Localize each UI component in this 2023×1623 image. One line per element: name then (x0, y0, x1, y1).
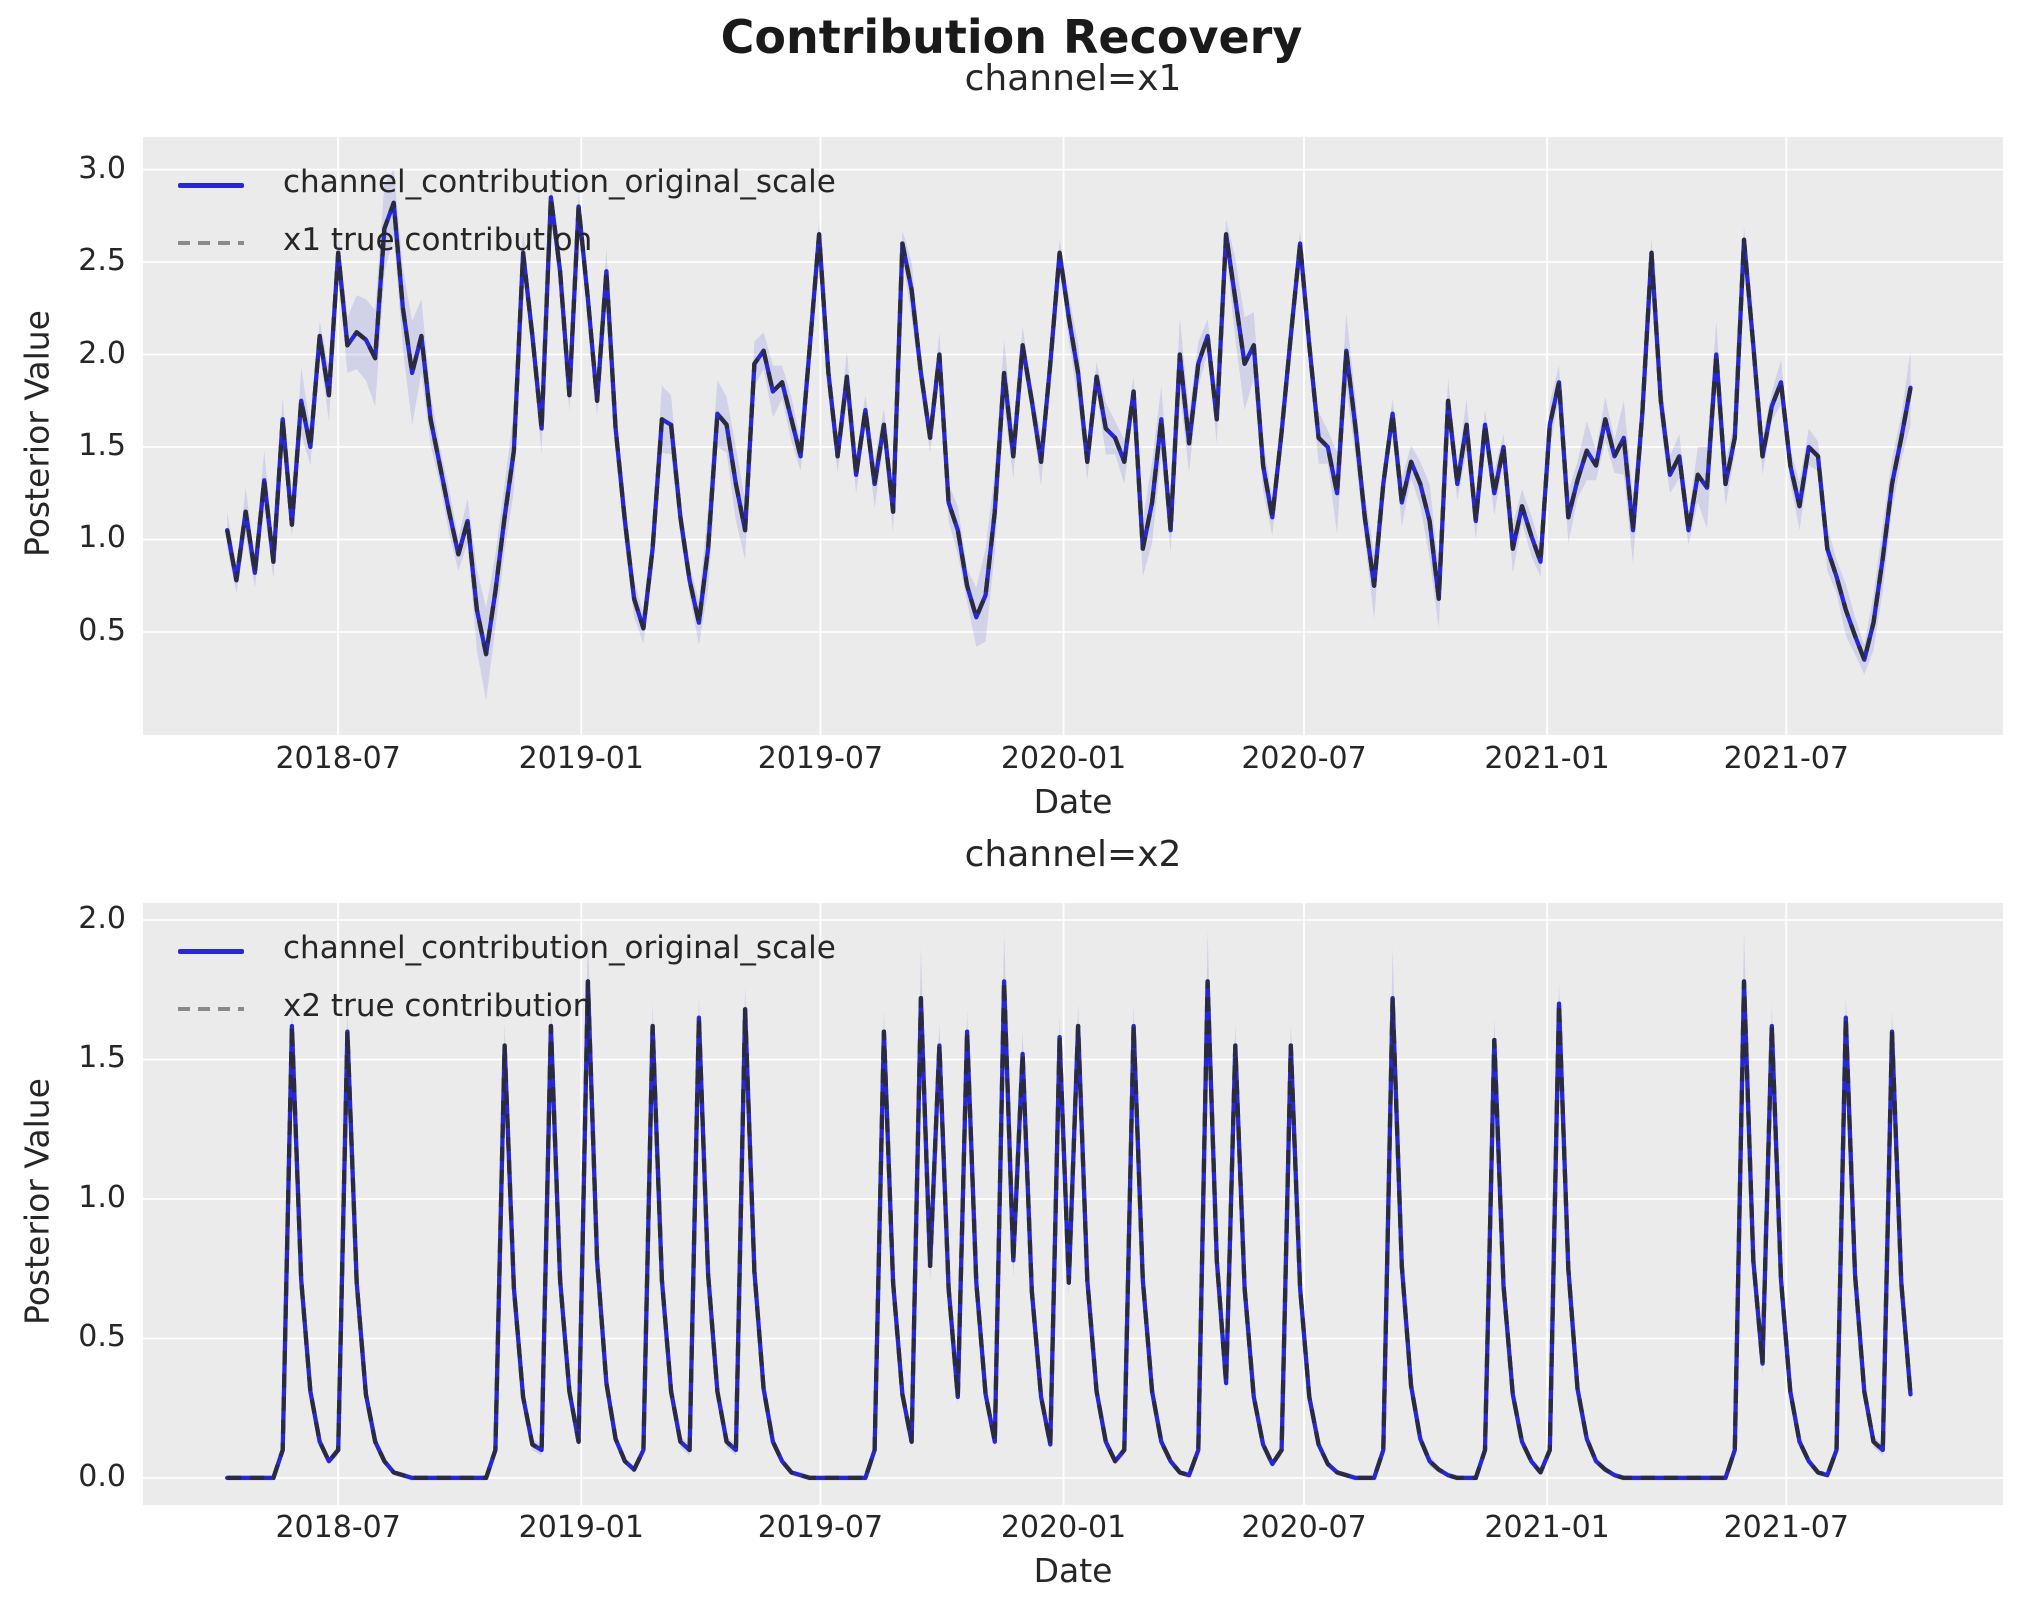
figure-title: Contribution Recovery (720, 10, 1303, 64)
true-contribution-line (225, 195, 1913, 662)
x-tick-label: 2020-07 (1241, 1510, 1367, 1545)
x-tick-label: 2020-01 (1000, 1510, 1127, 1545)
legend-label-posterior: channel_contribution_original_scale (283, 164, 836, 200)
x-tick-label: 2021-07 (1723, 741, 1849, 776)
x-tick-label: 2021-01 (1484, 1510, 1610, 1545)
y-tick-label: 3.0 (78, 150, 126, 186)
chart-svg-channel=x1 (143, 137, 2003, 735)
y-tick-label: 2.5 (78, 243, 126, 279)
x-tick-label: 2021-07 (1723, 1510, 1849, 1545)
x-tick-label: 2019-07 (757, 741, 884, 776)
x-tick-label: 2019-01 (518, 1510, 644, 1545)
x-tick-label: 2020-01 (1000, 741, 1127, 776)
x-axis-label: Date (1033, 782, 1113, 821)
legend-dash-sample (178, 1007, 244, 1011)
y-tick-label: 0.5 (78, 612, 126, 648)
y-axis-label: Posterior Value (17, 310, 57, 557)
x-tick-label: 2019-07 (757, 1510, 884, 1545)
y-tick-label: 2.0 (78, 901, 126, 937)
y-tick-label: 2.0 (78, 335, 126, 371)
y-tick-label: 1.5 (78, 428, 126, 463)
y-tick-label: 1.0 (78, 1179, 126, 1215)
x-tick-label: 2018-07 (275, 1510, 401, 1545)
chart-svg-channel=x2 (143, 903, 2003, 1505)
x-axis-label: Date (1033, 1551, 1113, 1590)
y-tick-label: 0.5 (78, 1319, 126, 1355)
axes-background (143, 137, 2003, 735)
x-tick-label: 2019-01 (518, 741, 644, 776)
legend-dash-sample (178, 241, 244, 245)
y-tick-label: 1.5 (78, 1040, 126, 1076)
x-tick-label: 2018-07 (275, 741, 401, 776)
y-tick-label: 0.0 (78, 1458, 126, 1494)
y-tick-label: 1.0 (78, 520, 126, 556)
legend-line-sample (178, 949, 244, 954)
x-tick-label: 2020-07 (1241, 741, 1367, 776)
legend-label-true: x1 true contribution (283, 222, 593, 258)
x-tick-label: 2021-01 (1484, 741, 1610, 776)
legend-line-sample (178, 183, 244, 188)
legend-label-posterior: channel_contribution_original_scale (283, 930, 836, 966)
legend-label-true: x2 true contribution (283, 988, 593, 1024)
y-axis-label: Posterior Value (17, 1078, 57, 1325)
subplot-title: channel=x1 (964, 58, 1182, 99)
subplot-title: channel=x2 (964, 834, 1182, 875)
true-contribution-line (227, 979, 1913, 1481)
